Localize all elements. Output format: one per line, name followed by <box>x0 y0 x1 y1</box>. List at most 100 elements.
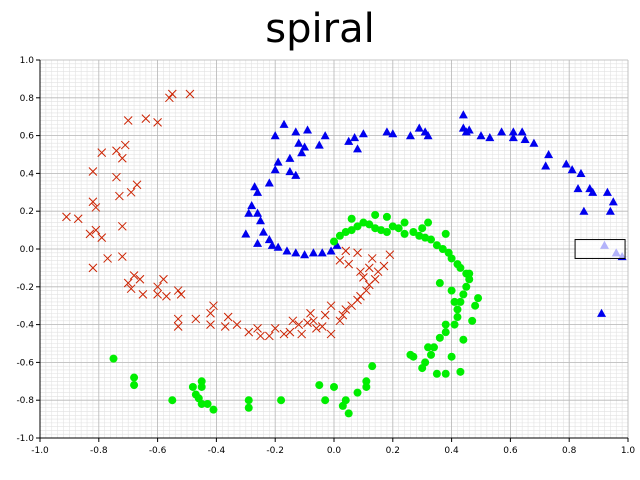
x-marker-point <box>62 212 71 222</box>
circle-marker-point <box>330 382 338 391</box>
y-tick-label: -0.6 <box>16 358 34 368</box>
y-tick-label: 0.4 <box>20 169 35 179</box>
triangle-marker-point <box>573 184 583 193</box>
circle-marker-point <box>418 364 427 373</box>
circle-marker-point <box>362 382 371 391</box>
x-tick-label: 0.6 <box>503 446 518 456</box>
triangle-marker-point <box>608 197 618 206</box>
y-tick-label: -0.4 <box>16 321 34 331</box>
x-tick-label: 0.2 <box>386 446 400 456</box>
y-tick-label: -1.0 <box>16 434 34 444</box>
x-marker-point <box>344 259 354 269</box>
x-marker-point <box>115 191 124 201</box>
circle-marker-point <box>432 241 441 250</box>
circle-marker-point <box>447 286 456 295</box>
x-marker-point <box>306 308 315 318</box>
x-marker-point <box>85 229 95 239</box>
circle-marker-point <box>347 214 356 223</box>
x-marker-point <box>153 282 162 292</box>
triangle-marker-point <box>291 248 301 257</box>
circle-marker-point <box>459 290 468 299</box>
triangle-marker-point <box>241 229 251 238</box>
x-marker-point <box>326 301 336 311</box>
triangle-marker-point <box>485 132 495 142</box>
x-marker-point <box>129 271 139 280</box>
triangle-marker-point <box>567 165 577 174</box>
x-marker-point <box>123 278 133 288</box>
circle-marker-point <box>330 237 338 246</box>
x-marker-point <box>335 255 345 265</box>
x-marker-point <box>176 290 186 299</box>
circle-marker-point <box>453 305 462 314</box>
x-marker-point <box>379 261 389 271</box>
triangle-marker-point <box>320 131 330 140</box>
triangle-marker-point <box>270 165 280 174</box>
circle-marker-point <box>441 229 450 238</box>
circle-marker-point <box>109 354 118 363</box>
triangle-marker-point <box>300 250 310 259</box>
x-marker-point <box>370 274 380 284</box>
triangle-marker-point <box>388 129 398 138</box>
triangle-marker-point <box>326 246 336 255</box>
circle-marker-point <box>427 235 436 244</box>
circle-marker-point <box>315 381 324 390</box>
circle-marker-point <box>450 297 459 306</box>
x-marker-point <box>126 187 136 197</box>
triangle-marker-point <box>264 178 274 187</box>
circle-marker-point <box>244 403 253 412</box>
x-tick-label: 0.4 <box>444 446 459 456</box>
x-marker-point <box>126 284 136 294</box>
circle-marker-point <box>335 231 344 240</box>
x-marker-point <box>173 322 183 331</box>
triangle-marker-point <box>267 240 277 249</box>
x-marker-point <box>153 118 162 127</box>
circle-marker-point <box>459 335 468 344</box>
selection-box <box>574 239 626 259</box>
x-marker-point <box>120 140 130 150</box>
x-tick-label: -0.6 <box>149 446 167 456</box>
triangle-marker-point <box>508 127 518 136</box>
triangle-marker-point <box>541 161 551 170</box>
triangle-marker-point <box>517 127 527 136</box>
x-marker-point <box>356 267 365 277</box>
triangle-marker-point <box>258 227 268 236</box>
x-marker-point <box>294 320 304 329</box>
circle-marker-point <box>365 220 374 229</box>
x-marker-point <box>367 254 377 263</box>
triangle-marker-point <box>300 142 310 151</box>
x-tick-label: -0.2 <box>266 446 284 456</box>
circle-marker-point <box>441 369 450 378</box>
y-tick-label: 0.0 <box>20 245 35 255</box>
triangle-marker-point <box>273 157 283 166</box>
triangle-marker-point <box>597 308 607 317</box>
y-tick-label: 0.2 <box>20 207 34 217</box>
circle-marker-point <box>418 224 427 233</box>
triangle-marker-point <box>250 182 260 191</box>
y-tick-label: -0.8 <box>16 396 34 406</box>
x-marker-point <box>288 316 298 326</box>
x-marker-point <box>117 221 127 231</box>
x-marker-point <box>88 197 98 207</box>
x-marker-point <box>123 116 133 125</box>
triangle-marker-point <box>476 131 486 140</box>
triangle-marker-point <box>279 119 289 128</box>
triangle-marker-point <box>382 127 392 136</box>
circle-marker-point <box>197 382 206 391</box>
x-marker-point <box>341 246 351 256</box>
circle-marker-point <box>382 212 391 221</box>
x-marker-point <box>117 153 127 163</box>
x-marker-point <box>153 290 162 299</box>
x-marker-point <box>338 310 348 320</box>
triangle-marker-point <box>247 201 257 210</box>
x-marker-point <box>117 252 127 261</box>
triangle-marker-point <box>458 110 468 119</box>
x-tick-label: 1.0 <box>621 446 636 456</box>
x-marker-point <box>141 114 151 123</box>
x-marker-point <box>353 248 362 258</box>
circle-marker-point <box>168 396 177 405</box>
triangle-marker-point <box>353 144 363 153</box>
circle-marker-point <box>382 227 391 236</box>
x-marker-point <box>209 301 218 311</box>
circle-marker-point <box>130 381 139 390</box>
x-marker-point <box>162 291 171 301</box>
